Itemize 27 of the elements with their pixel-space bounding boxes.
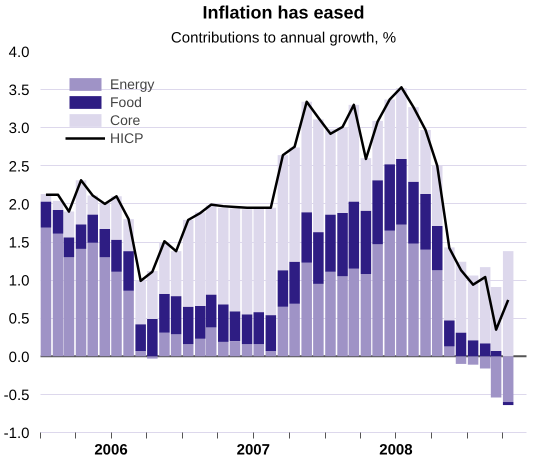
bar	[52, 210, 64, 234]
bar	[64, 237, 74, 258]
x-tick-label: 2008	[379, 442, 413, 457]
y-tick-label: 3.0	[8, 120, 30, 138]
bar	[40, 228, 52, 356]
y-tick-label: 1.5	[8, 234, 30, 252]
legend-label: Energy	[110, 76, 154, 92]
y-tick-label: -0.5	[4, 386, 30, 404]
y-tick-label: -1.0	[4, 425, 30, 442]
legend-label: HICP	[110, 130, 144, 146]
legend-label: Core	[110, 112, 140, 128]
x-tick-label: 2007	[236, 442, 270, 457]
y-tick-label: 4.0	[8, 44, 30, 61]
y-tick-label: 0.0	[8, 348, 30, 366]
y-tick-label: 3.5	[8, 82, 30, 100]
bar	[52, 200, 64, 210]
chart-title: Inflation has eased	[202, 2, 365, 22]
x-tick-label: 2006	[94, 442, 128, 457]
y-tick-label: 0.5	[8, 310, 30, 328]
y-tick-label: 1.0	[8, 272, 30, 290]
y-tick-label: 2.5	[8, 158, 30, 176]
chart-subtitle: Contributions to annual growth, %	[170, 30, 396, 46]
bar	[64, 212, 74, 238]
bar	[40, 202, 52, 228]
bar	[502, 402, 514, 406]
legend-label: Food	[110, 94, 142, 110]
y-tick-label: 2.0	[8, 196, 30, 214]
